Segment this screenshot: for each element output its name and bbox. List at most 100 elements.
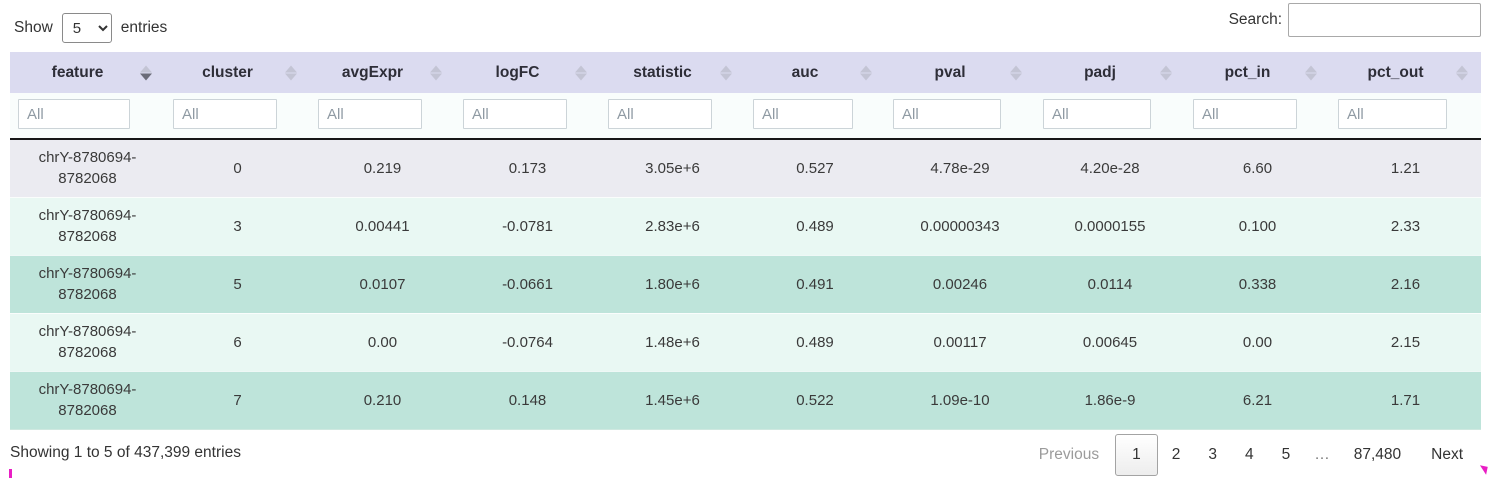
- cell-cluster: 0: [165, 138, 310, 197]
- cell-padj: 1.86e-9: [1035, 370, 1185, 430]
- column-label: cluster: [202, 63, 253, 81]
- sort-icon: [1160, 65, 1172, 80]
- column-header-auc[interactable]: auc: [745, 52, 885, 93]
- cell-pct_in: 0.100: [1185, 196, 1330, 255]
- cell-logFC: 0.173: [455, 138, 600, 197]
- table-row[interactable]: chrY-8780694-8782068 7 0.210 0.148 1.45e+6 0.…: [10, 370, 1481, 430]
- column-label: feature: [51, 63, 104, 81]
- filter-cell-pct_out: [1330, 93, 1481, 140]
- column-label: padj: [1084, 63, 1116, 81]
- cell-feature: chrY-8780694-8782068: [10, 254, 165, 313]
- pagination-page-3[interactable]: 3: [1208, 445, 1217, 463]
- filter-cell-cluster: [165, 93, 310, 140]
- pagination-page-4[interactable]: 4: [1244, 445, 1254, 463]
- column-filter-input-avgExpr[interactable]: [318, 99, 423, 129]
- cell-cluster: 5: [165, 254, 310, 313]
- cell-pct_in: 0.00: [1185, 312, 1330, 371]
- sort-icon: [720, 65, 732, 80]
- cell-cluster: 3: [165, 196, 310, 255]
- pagination-page-5[interactable]: 5: [1281, 445, 1291, 463]
- cell-auc: 0.489: [745, 196, 885, 255]
- cell-pval: 0.00000343: [885, 196, 1035, 255]
- table-row[interactable]: chrY-8780694-8782068 0 0.219 0.173 3.05e+6 0.…: [10, 138, 1481, 197]
- cell-statistic: 2.83e+6: [600, 196, 745, 255]
- column-filter-input-pval[interactable]: [893, 99, 1002, 129]
- column-label: pval: [934, 63, 966, 81]
- column-filter-input-logFC[interactable]: [463, 99, 568, 129]
- filter-cell-avgExpr: [310, 93, 455, 140]
- search-control: Search:: [1229, 3, 1481, 37]
- column-header-logFC[interactable]: logFC: [455, 52, 600, 93]
- cell-logFC: -0.0764: [455, 312, 600, 371]
- cell-feature: chrY-8780694-8782068: [10, 370, 165, 430]
- cell-cluster: 7: [165, 370, 310, 430]
- cell-auc: 0.491: [745, 254, 885, 313]
- stray-mark-right: [1478, 464, 1488, 475]
- cell-avgExpr: 0.00: [310, 312, 455, 371]
- column-filter-input-padj[interactable]: [1043, 99, 1152, 129]
- cell-pct_out: 1.21: [1330, 138, 1481, 197]
- search-label: Search:: [1228, 11, 1282, 28]
- column-header-feature[interactable]: feature: [10, 52, 165, 93]
- column-header-pval[interactable]: pval: [885, 52, 1035, 93]
- cell-feature: chrY-8780694-8782068: [10, 196, 165, 255]
- filter-cell-statistic: [600, 93, 745, 140]
- cell-pct_in: 6.21: [1185, 370, 1330, 430]
- cell-pval: 0.00117: [885, 312, 1035, 371]
- cell-pval: 4.78e-29: [885, 138, 1035, 197]
- column-header-statistic[interactable]: statistic: [600, 52, 745, 93]
- cell-pct_out: 2.16: [1330, 254, 1481, 313]
- cell-feature: chrY-8780694-8782068: [10, 312, 165, 371]
- column-label: avgExpr: [341, 63, 404, 81]
- stray-mark-left: [9, 468, 12, 478]
- column-header-pct_in[interactable]: pct_in: [1185, 52, 1330, 93]
- entries-label: entries: [120, 19, 168, 36]
- pagination-previous-button[interactable]: Previous: [1038, 445, 1100, 463]
- cell-pval: 1.09e-10: [885, 370, 1035, 430]
- column-filter-input-pct_out[interactable]: [1338, 99, 1448, 129]
- sort-icon: [430, 65, 442, 80]
- cell-avgExpr: 0.00441: [310, 196, 455, 255]
- column-filter-input-cluster[interactable]: [173, 99, 278, 129]
- cell-logFC: -0.0781: [455, 196, 600, 255]
- showing-entries-info: Showing 1 to 5 of 437,399 entries: [10, 443, 241, 461]
- column-header-pct_out[interactable]: pct_out: [1330, 52, 1481, 93]
- table-row[interactable]: chrY-8780694-8782068 6 0.00 -0.0764 1.48e+6 0…: [10, 312, 1481, 371]
- cell-pct_in: 0.338: [1185, 254, 1330, 313]
- column-header-cluster[interactable]: cluster: [165, 52, 310, 93]
- column-header-avgExpr[interactable]: avgExpr: [310, 52, 455, 93]
- cell-padj: 4.20e-28: [1035, 138, 1185, 197]
- sort-icon: [285, 65, 297, 80]
- cell-pct_out: 2.33: [1330, 196, 1481, 255]
- table-footer: Showing 1 to 5 of 437,399 entries Previo…: [0, 430, 1491, 478]
- filter-cell-pval: [885, 93, 1035, 140]
- cell-auc: 0.489: [745, 312, 885, 371]
- sort-icon: [1010, 65, 1022, 80]
- sort-icon: [1305, 65, 1317, 80]
- cell-auc: 0.527: [745, 138, 885, 197]
- page-length-select[interactable]: 5: [61, 13, 112, 43]
- sort-icon: [860, 65, 872, 80]
- search-input[interactable]: [1288, 3, 1481, 37]
- pagination-page-87480[interactable]: 87,480: [1353, 445, 1402, 463]
- pagination: Previous 1 2 3 4 5 … 87,480 Next: [1023, 430, 1479, 478]
- filter-cell-feature: [10, 93, 165, 140]
- cell-cluster: 6: [165, 312, 310, 371]
- show-label: Show: [14, 19, 53, 36]
- column-label: logFC: [495, 63, 540, 81]
- table-row[interactable]: chrY-8780694-8782068 5 0.0107 -0.0661 1.80e+…: [10, 254, 1481, 313]
- filter-cell-logFC: [455, 93, 600, 140]
- page-length-control: Show 5 entries: [14, 13, 167, 43]
- column-label: pct_out: [1367, 63, 1424, 81]
- column-filter-input-feature[interactable]: [18, 99, 131, 129]
- column-header-padj[interactable]: padj: [1035, 52, 1185, 93]
- column-filter-input-auc[interactable]: [753, 99, 854, 129]
- pagination-page-2[interactable]: 2: [1171, 445, 1181, 463]
- pagination-page-1[interactable]: 1: [1115, 433, 1158, 476]
- table-row[interactable]: chrY-8780694-8782068 3 0.00441 -0.0781 2.83e…: [10, 196, 1481, 255]
- pagination-next-button[interactable]: Next: [1431, 445, 1463, 463]
- column-filter-input-pct_in[interactable]: [1193, 99, 1298, 129]
- table-controls-bar: Show 5 entries Search:: [0, 0, 1491, 52]
- column-filter-input-statistic[interactable]: [608, 99, 713, 129]
- pagination-ellipsis: …: [1314, 445, 1330, 463]
